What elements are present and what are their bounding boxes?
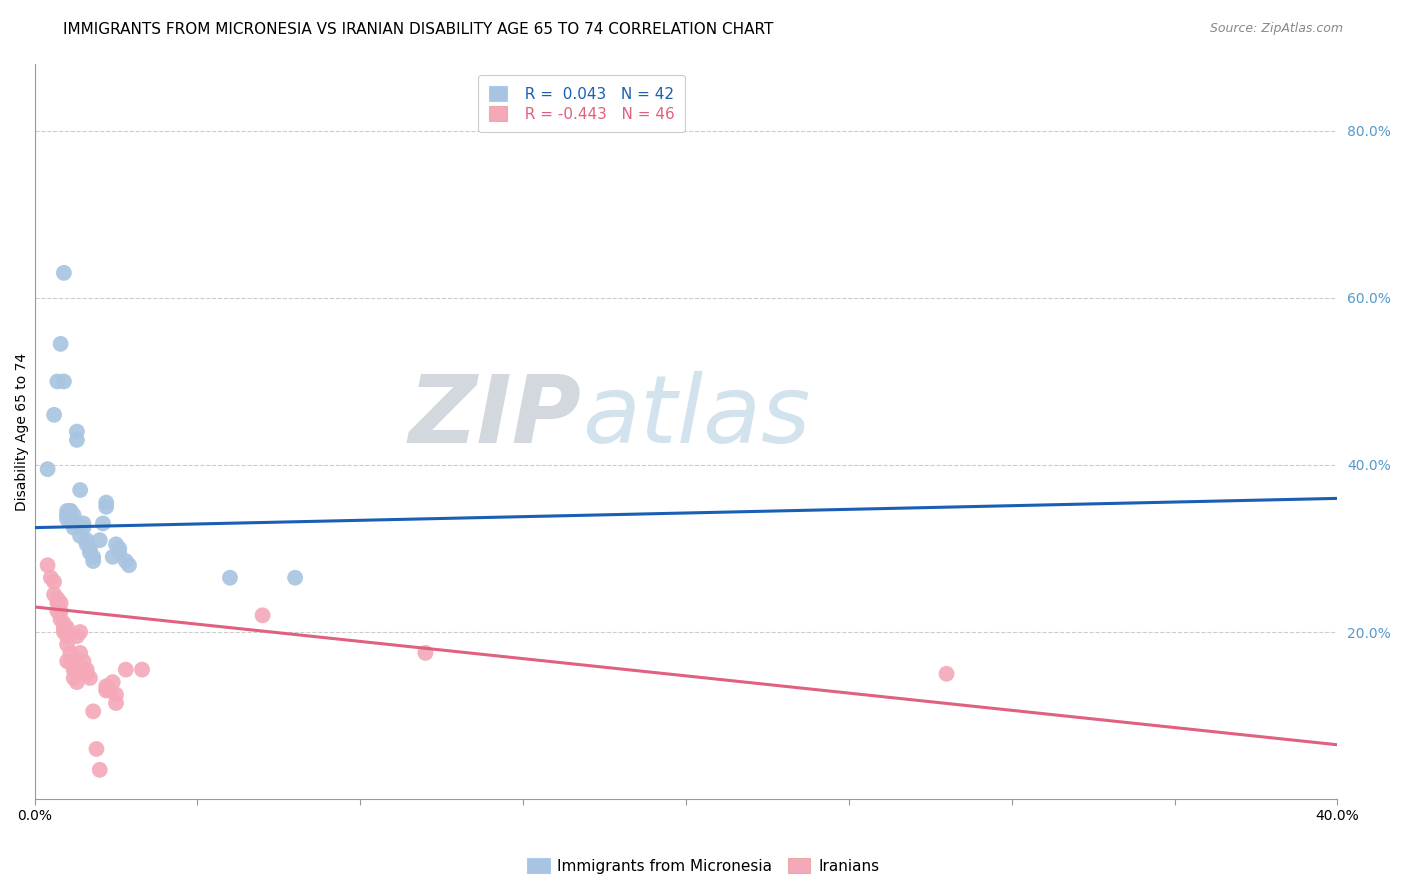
Point bbox=[66, 675, 89, 690]
Point bbox=[56, 508, 79, 522]
Point bbox=[42, 574, 65, 589]
Point bbox=[69, 483, 91, 497]
Legend: Immigrants from Micronesia, Iranians: Immigrants from Micronesia, Iranians bbox=[520, 852, 886, 880]
Point bbox=[62, 671, 84, 685]
Point bbox=[66, 433, 89, 447]
Point bbox=[101, 549, 124, 564]
Point bbox=[76, 666, 98, 681]
Point bbox=[252, 608, 274, 623]
Point bbox=[96, 679, 118, 693]
Point bbox=[76, 533, 98, 548]
Point bbox=[415, 646, 437, 660]
Point bbox=[52, 375, 75, 389]
Point bbox=[104, 537, 127, 551]
Point bbox=[79, 546, 101, 560]
Point bbox=[72, 516, 94, 531]
Point bbox=[69, 646, 91, 660]
Point bbox=[59, 512, 82, 526]
Point bbox=[39, 571, 62, 585]
Point bbox=[52, 625, 75, 640]
Point bbox=[219, 571, 242, 585]
Point bbox=[62, 516, 84, 531]
Point bbox=[46, 596, 69, 610]
Point bbox=[37, 462, 59, 476]
Point bbox=[935, 666, 957, 681]
Text: IMMIGRANTS FROM MICRONESIA VS IRANIAN DISABILITY AGE 65 TO 74 CORRELATION CHART: IMMIGRANTS FROM MICRONESIA VS IRANIAN DI… bbox=[63, 22, 773, 37]
Point bbox=[96, 500, 118, 514]
Point bbox=[79, 541, 101, 556]
Y-axis label: Disability Age 65 to 74: Disability Age 65 to 74 bbox=[15, 352, 30, 510]
Point bbox=[62, 508, 84, 522]
Point bbox=[82, 704, 104, 718]
Point bbox=[86, 742, 108, 756]
Point bbox=[69, 529, 91, 543]
Point bbox=[49, 604, 72, 618]
Point bbox=[91, 516, 114, 531]
Point bbox=[46, 604, 69, 618]
Point bbox=[66, 629, 89, 643]
Legend:   R =  0.043   N = 42,   R = -0.443   N = 46: R = 0.043 N = 42, R = -0.443 N = 46 bbox=[478, 75, 685, 132]
Point bbox=[49, 336, 72, 351]
Text: ZIP: ZIP bbox=[409, 371, 582, 463]
Point bbox=[108, 541, 131, 556]
Point bbox=[42, 587, 65, 601]
Point bbox=[89, 533, 111, 548]
Point bbox=[37, 558, 59, 573]
Point bbox=[56, 512, 79, 526]
Point bbox=[42, 408, 65, 422]
Point bbox=[66, 516, 89, 531]
Point bbox=[76, 663, 98, 677]
Point bbox=[56, 504, 79, 518]
Point bbox=[59, 646, 82, 660]
Point bbox=[52, 616, 75, 631]
Point bbox=[79, 671, 101, 685]
Point bbox=[98, 683, 121, 698]
Point bbox=[82, 549, 104, 564]
Point bbox=[59, 504, 82, 518]
Point bbox=[49, 612, 72, 626]
Point bbox=[56, 654, 79, 668]
Point bbox=[108, 546, 131, 560]
Point bbox=[59, 504, 82, 518]
Point bbox=[131, 663, 153, 677]
Point bbox=[56, 621, 79, 635]
Point bbox=[52, 266, 75, 280]
Point bbox=[62, 520, 84, 534]
Point bbox=[96, 683, 118, 698]
Point bbox=[72, 520, 94, 534]
Point bbox=[82, 554, 104, 568]
Point bbox=[114, 554, 136, 568]
Point bbox=[46, 375, 69, 389]
Point bbox=[46, 591, 69, 606]
Point bbox=[72, 663, 94, 677]
Point bbox=[59, 508, 82, 522]
Point bbox=[104, 696, 127, 710]
Point bbox=[49, 596, 72, 610]
Point bbox=[76, 537, 98, 551]
Point bbox=[62, 658, 84, 673]
Point bbox=[56, 629, 79, 643]
Point bbox=[96, 495, 118, 509]
Point bbox=[56, 508, 79, 522]
Point bbox=[101, 675, 124, 690]
Point bbox=[66, 425, 89, 439]
Point bbox=[114, 663, 136, 677]
Point bbox=[66, 663, 89, 677]
Point bbox=[118, 558, 141, 573]
Point bbox=[104, 688, 127, 702]
Point bbox=[56, 638, 79, 652]
Point bbox=[69, 625, 91, 640]
Point bbox=[59, 654, 82, 668]
Point bbox=[72, 654, 94, 668]
Point bbox=[284, 571, 307, 585]
Point bbox=[52, 621, 75, 635]
Point bbox=[62, 663, 84, 677]
Text: atlas: atlas bbox=[582, 371, 810, 462]
Point bbox=[89, 763, 111, 777]
Text: Source: ZipAtlas.com: Source: ZipAtlas.com bbox=[1209, 22, 1343, 36]
